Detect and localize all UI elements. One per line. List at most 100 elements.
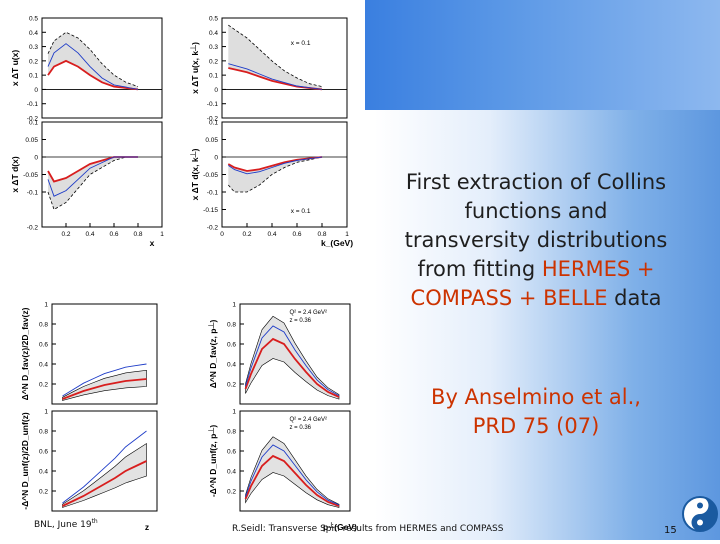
y-tick-label: 0: [214, 87, 218, 94]
y-tick-label: 0.3: [29, 44, 38, 51]
y-tick-label: 0.5: [209, 16, 218, 23]
y-tick-label: 0.8: [39, 322, 48, 329]
y-tick-label: 0.3: [209, 44, 218, 51]
y-tick-label: -0.1: [207, 190, 219, 197]
y-tick-label: 0.05: [25, 137, 38, 144]
series-bound-line: [47, 156, 138, 211]
y-tick-label: 0.4: [227, 362, 236, 369]
plot-frame: [51, 303, 158, 405]
panel-annotation: Q² = 2.4 GeV²: [290, 417, 328, 423]
y-tick-label: -0.2: [207, 116, 219, 123]
chart-panel-fav-pt: 1 0.8 0.6 0.4 0.2 Δ^N D_fav(z, p┴) Q² = 2.4 Ge…: [208, 302, 351, 405]
y-tick-label: 0.8: [227, 322, 236, 329]
reference-citation: By Anselmino et al., PRD 75 (07): [404, 383, 668, 441]
y-tick-label: 0.4: [227, 469, 236, 476]
y-tick-label: 0.1: [29, 73, 38, 80]
panel-annotation: z = 0.36: [290, 318, 312, 324]
footer-title: R.Seidl: Transverse Spin results from HE…: [232, 524, 504, 534]
y-tick-label: 0.6: [227, 449, 236, 456]
x-tick-label: 1: [345, 231, 349, 238]
y-tick-label: 0.2: [227, 489, 236, 496]
y-tick-label: 1: [232, 302, 236, 309]
series-bound-line: [228, 156, 323, 193]
error-band: [48, 32, 138, 90]
series-central-line: [62, 460, 147, 507]
series-central-line: [244, 337, 340, 398]
series-bound-line: [228, 24, 323, 87]
y-tick-label: 0.1: [209, 120, 218, 127]
reference-line-2: PRD 75 (07): [472, 414, 600, 438]
y-tick-label: 0.4: [209, 30, 218, 37]
x-axis-label: p┴(GeV): [323, 522, 357, 532]
footer-date: BNL, June 19th: [34, 518, 98, 530]
error-band: [48, 157, 138, 210]
y-tick-label: -0.2: [27, 116, 39, 123]
series-reference-line: [47, 43, 139, 90]
chart-panel-unf-pt: 1 0.8 0.6 0.4 0.2 -Δ^N D_unf(z, p┴) p┴(GeV) Q² …: [208, 409, 357, 533]
x-tick-label: 0.8: [133, 231, 142, 238]
y-axis-label: -Δ^N D_unf(z)/2D_unf(z): [20, 412, 30, 510]
y-axis-label: -Δ^N D_unf(z, p┴): [208, 425, 218, 498]
y-tick-label: 0.2: [39, 489, 48, 496]
x-tick-label: 1: [160, 231, 164, 238]
plot-frame: [41, 121, 163, 228]
collins-figure: 1 0.8 0.6 0.4 0.2 Δ^N D_fav(z)/2D_fav(z) 1 0.8…: [0, 286, 372, 540]
y-tick-label: -0.1: [27, 101, 39, 108]
chart-panel-d-x: 0.1 0.05 0 -0.05 -0.1 -0.2 0.2 0.4 0.6 0.8 1 x ΔT d…: [10, 120, 164, 249]
y-tick-label: 0.4: [39, 469, 48, 476]
plot-frame: [239, 410, 351, 512]
chart-panel-d-k: 0.10.050-0.05-0.1-0.15-0.20 0.2 0.4 0.6 0.8 1…: [190, 120, 353, 249]
y-tick-label: -0.1: [207, 101, 219, 108]
caption-text-2: data: [607, 286, 662, 310]
y-tick-label: 0.2: [227, 382, 236, 389]
chart-panel-u-k: 0.5 0.4 0.3 0.2 0.1 0 -0.1 -0.2 x ΔT u(x, k┴) x =…: [190, 16, 348, 123]
x-axis-label: z: [145, 522, 149, 532]
y-tick-label: 0.2: [209, 58, 218, 65]
panel-annotation: Q² = 2.4 GeV²: [290, 310, 328, 316]
y-tick-label: 0.1: [209, 73, 218, 80]
x-tick-label: 0.2: [242, 231, 251, 238]
caption-text-1: First extraction of Collins functions an…: [404, 170, 668, 281]
y-tick-label: 0.5: [29, 16, 38, 23]
y-tick-label: 0.2: [29, 58, 38, 65]
plot-frame: [221, 17, 348, 119]
series-reference-line: [228, 156, 323, 175]
chart-panel-u-x: 0.5 0.4 0.3 0.2 0.1 0 -0.1 -0.2 x ΔT u(x): [10, 16, 163, 123]
collins-svg: 1 0.8 0.6 0.4 0.2 Δ^N D_fav(z)/2D_fav(z) 1 0.8…: [20, 302, 357, 533]
y-tick-label: 0.8: [39, 429, 48, 436]
y-tick-label: -0.15: [203, 207, 218, 214]
y-tick-label: 0.6: [39, 342, 48, 349]
y-tick-label: -0.05: [203, 172, 218, 179]
series-reference-line: [245, 444, 340, 506]
x-tick-label: 0.8: [317, 231, 326, 238]
x-tick-label: 0: [220, 231, 224, 238]
y-axis-label: x ΔT u(x, k┴): [190, 42, 200, 94]
y-tick-label: 1: [44, 302, 48, 309]
y-tick-label: 0.4: [29, 30, 38, 37]
reference-line-1: By Anselmino et al.,: [431, 385, 641, 409]
panel-annotation: x = 0.1: [291, 40, 311, 47]
y-tick-label: -0.1: [27, 190, 39, 197]
panel-annotation: z = 0.36: [290, 425, 312, 431]
plot-frame: [41, 17, 163, 119]
footer-date-text: BNL, June 19: [34, 520, 92, 530]
slide-caption: First extraction of Collins functions an…: [404, 168, 668, 313]
y-tick-label: -0.2: [207, 225, 219, 232]
series-reference-line: [62, 363, 147, 397]
header-band: [365, 0, 720, 110]
series-reference-line: [62, 430, 147, 504]
y-tick-label: 1: [232, 409, 236, 416]
x-tick-label: 0.6: [109, 231, 118, 238]
error-band: [62, 442, 147, 508]
y-tick-label: 0: [34, 155, 38, 162]
chart-panel-unf-z: 1 0.8 0.6 0.4 0.2 -Δ^N D_unf(z)/2D_unf(z)z: [20, 409, 158, 532]
x-tick-label: 0.4: [267, 231, 276, 238]
institution-logo-icon: [682, 496, 718, 532]
y-tick-label: 0.4: [39, 362, 48, 369]
y-tick-label: 0: [214, 155, 218, 162]
y-tick-label: 0: [34, 87, 38, 94]
plot-frame: [239, 303, 351, 405]
x-tick-label: 0.6: [292, 231, 301, 238]
error-band: [228, 157, 322, 192]
y-axis-label: x ΔT u(x): [10, 50, 20, 87]
